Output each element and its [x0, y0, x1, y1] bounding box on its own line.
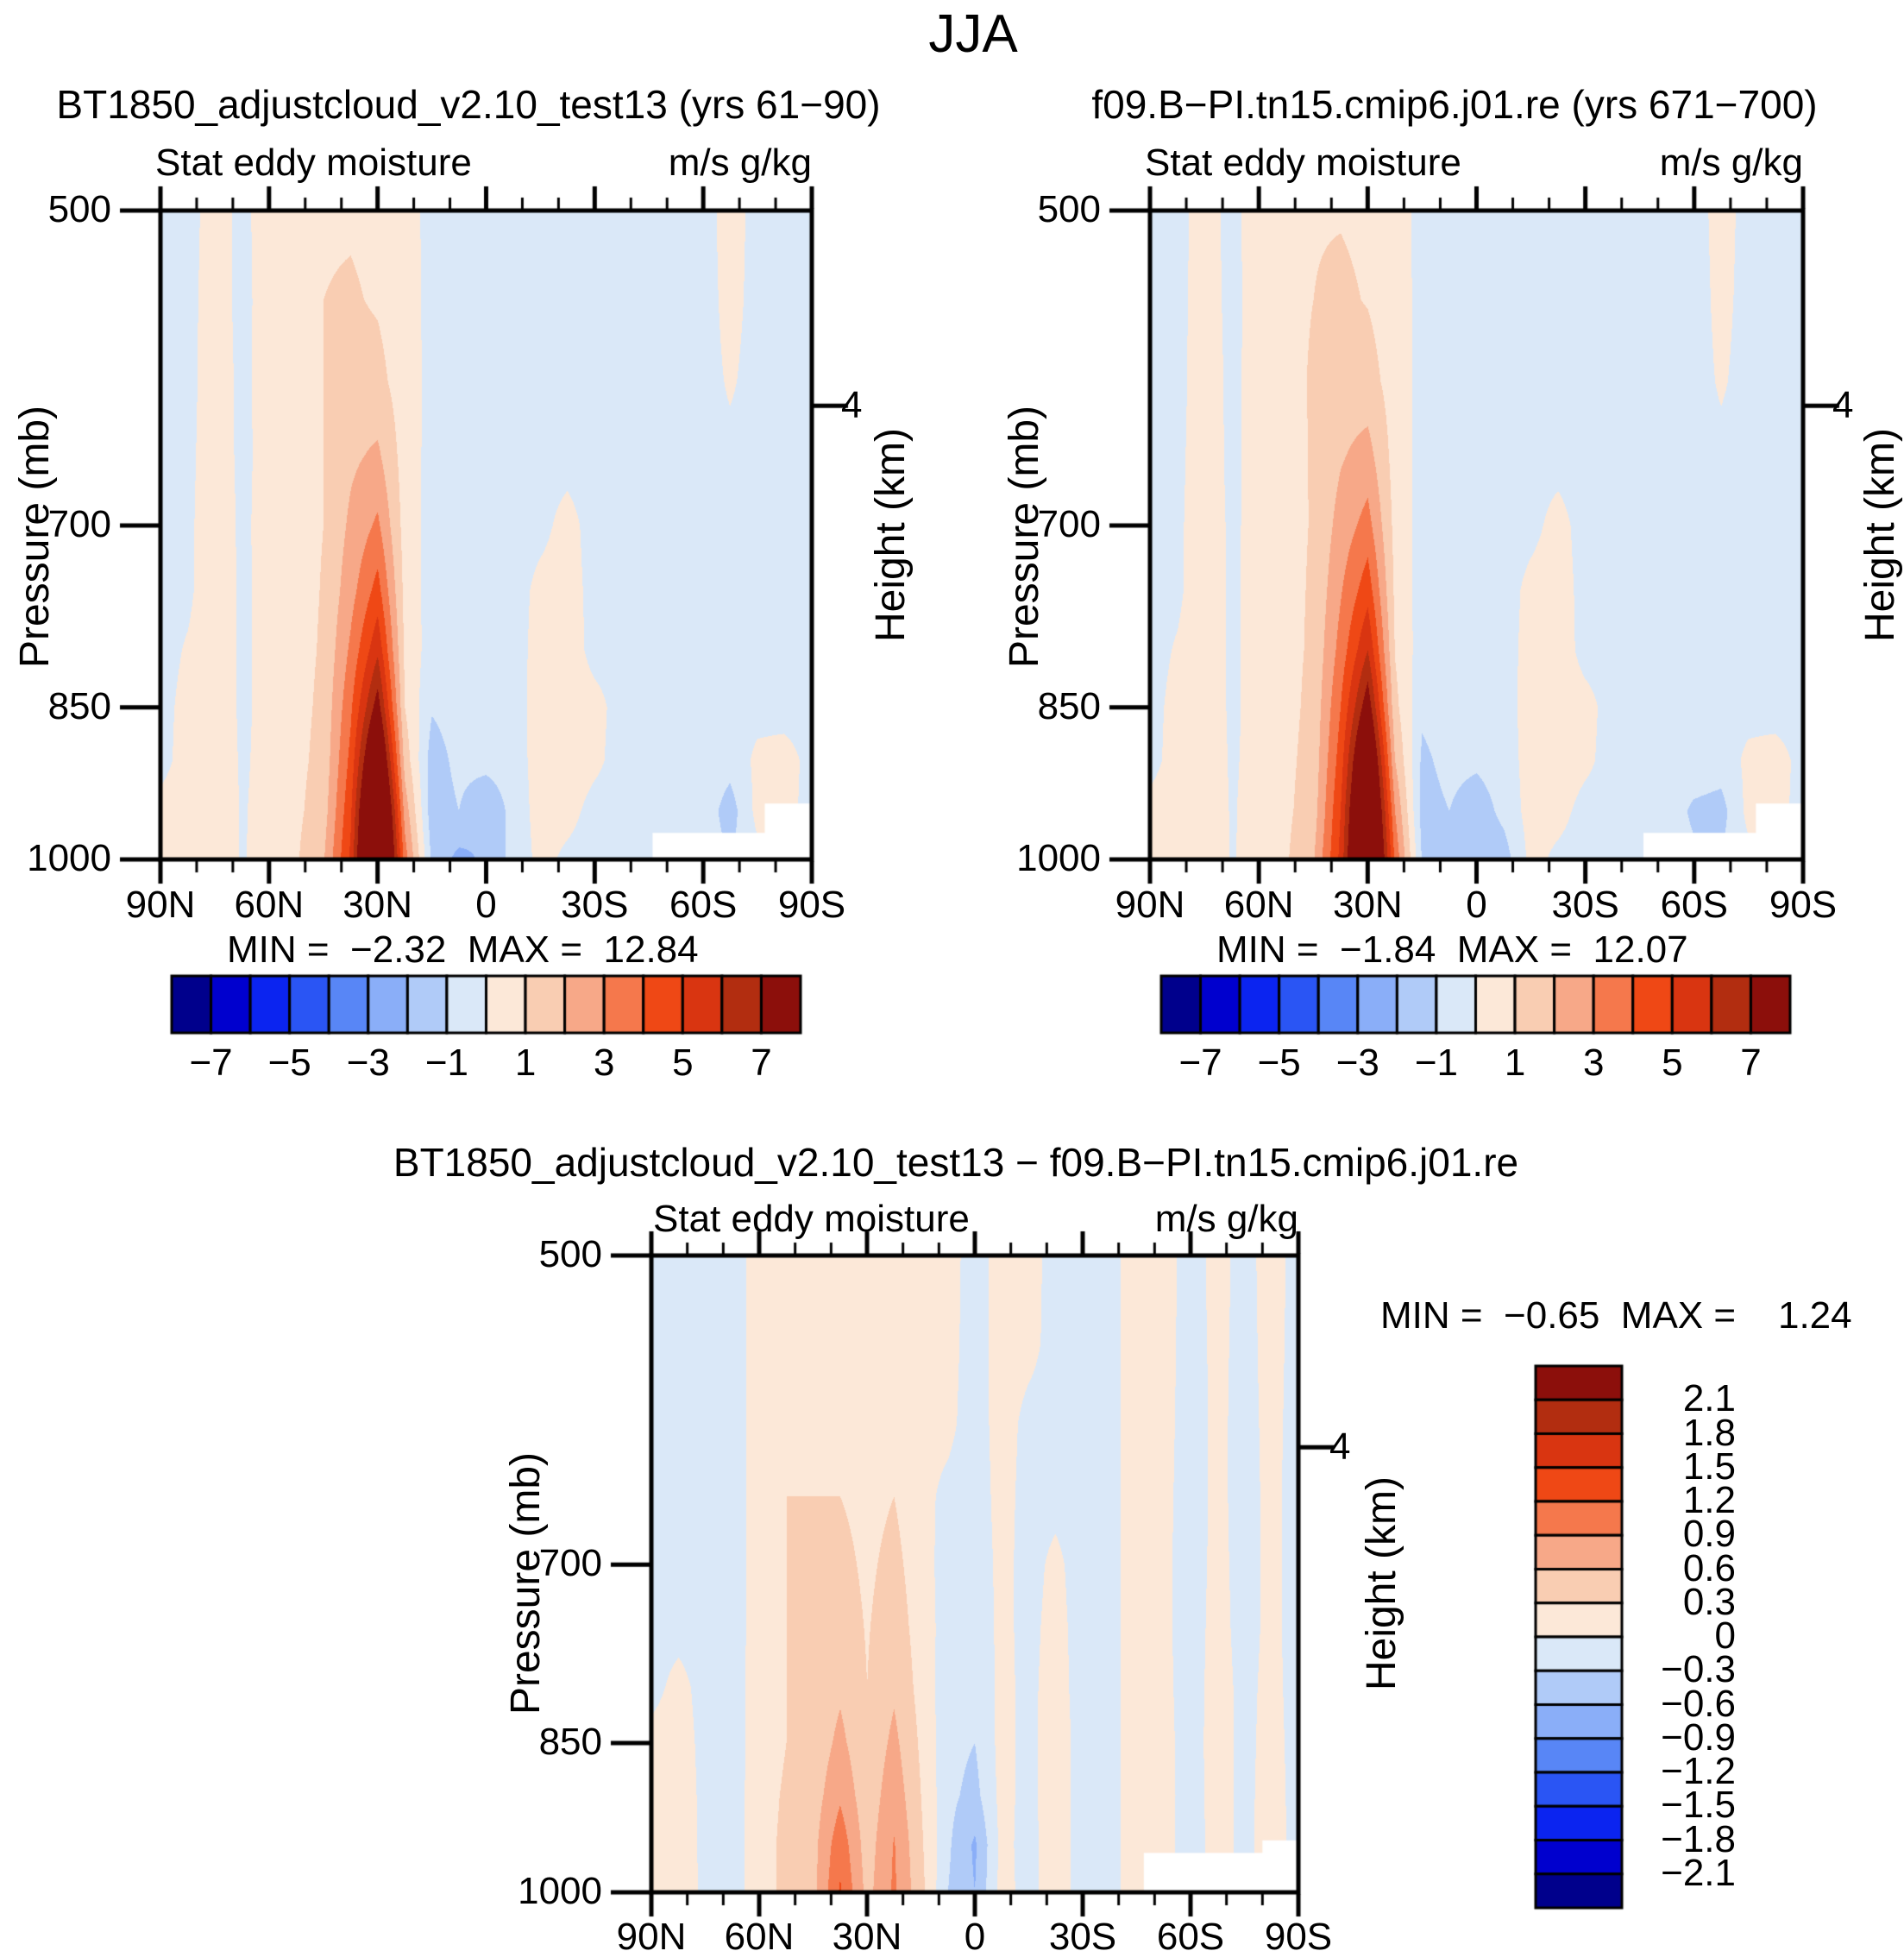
colorbar-tick-label: 0.3	[1682, 1580, 1736, 1623]
panel-left-minmax: MIN = −2.32 MAX = 12.84	[227, 928, 699, 971]
colorbar-tick-label: 5	[672, 1042, 694, 1084]
x-tick-label: 30S	[1048, 1916, 1117, 1951]
colorbar-right	[1158, 972, 1794, 1036]
panel-left-ylabel-right: Height (km)	[868, 427, 914, 643]
panel-diff-ylabel-right: Height (km)	[1359, 1476, 1404, 1691]
colorbar-tick-label: 1.2	[1682, 1479, 1736, 1521]
colorbar-tick-label: −1.2	[1661, 1750, 1736, 1792]
colorbar-tick-label: 1	[1504, 1042, 1526, 1084]
x-tick-label: 60N	[724, 1916, 795, 1951]
colorbar-tick-label: 7	[751, 1042, 772, 1084]
panel-right-title: f09.B−PI.tn15.cmip6.j01.re (yrs 671−700)	[1091, 82, 1818, 127]
colorbar-tick-label: 1.8	[1682, 1411, 1736, 1454]
x-tick-label: 90S	[1769, 884, 1838, 926]
y-tick-label: 700	[1037, 503, 1101, 546]
panel-diff-minmax: MIN = −0.65 MAX = 1.24	[1380, 1294, 1852, 1337]
colorbar-tick-label: −1	[424, 1042, 469, 1084]
colorbar-tick-label: 1	[514, 1042, 537, 1084]
contour-plot-diff	[591, 1195, 1359, 1951]
colorbar-left	[168, 972, 804, 1036]
x-tick-label: 0	[964, 1916, 986, 1951]
colorbar-tick-label: −1.8	[1661, 1817, 1736, 1860]
panel-left-title: BT1850_adjustcloud_v2.10_test13 (yrs 61−…	[56, 82, 881, 127]
panel-right-minmax: MIN = −1.84 MAX = 12.07	[1216, 928, 1688, 971]
panel-right-ylabel-right: Height (km)	[1857, 427, 1903, 643]
y-tick-label: 1000	[1016, 837, 1101, 879]
y-tick-label: 850	[1037, 684, 1101, 727]
contour-plot-left	[100, 150, 872, 920]
x-tick-label: 90N	[1115, 884, 1185, 926]
x-tick-label: 30N	[342, 884, 413, 926]
colorbar-tick-label: −3	[346, 1042, 390, 1084]
colorbar-tick-label: −2.1	[1661, 1851, 1736, 1894]
y-tick-label: 700	[47, 503, 111, 546]
x-tick-label: 90N	[616, 1916, 687, 1951]
x-tick-label: 90N	[125, 884, 196, 926]
colorbar-tick-label: 0.6	[1682, 1546, 1736, 1589]
x-tick-label: 30N	[832, 1916, 902, 1951]
colorbar-tick-label: 5	[1662, 1042, 1683, 1084]
y-tick-label: 500	[1037, 188, 1101, 230]
y-tick-label: 1000	[27, 837, 111, 879]
panel-diff-title: BT1850_adjustcloud_v2.10_test13 − f09.B−…	[393, 1140, 1519, 1185]
colorbar-tick-label: 2.1	[1682, 1377, 1736, 1420]
colorbar-tick-label: 7	[1740, 1042, 1762, 1084]
y-tick-label: 500	[47, 188, 111, 230]
x-tick-label: 60S	[1660, 884, 1728, 926]
colorbar-tick-label: −5	[267, 1042, 311, 1084]
colorbar-tick-label: −3	[1335, 1042, 1379, 1084]
figure-title: JJA	[928, 4, 1018, 64]
x-tick-label: 30S	[561, 884, 629, 926]
x-tick-label: 60S	[669, 884, 738, 926]
x-tick-label: 30S	[1551, 884, 1619, 926]
colorbar-tick-label: −1.5	[1661, 1784, 1736, 1827]
x-tick-label: 60N	[1223, 884, 1294, 926]
colorbar-tick-label: −7	[189, 1042, 233, 1084]
colorbar-tick-label: −1	[1414, 1042, 1459, 1084]
contour-plot-right	[1090, 150, 1863, 920]
colorbar-tick-label: 1.5	[1682, 1444, 1736, 1488]
colorbar-tick-label: −7	[1178, 1042, 1222, 1084]
y-tick-label: 500	[538, 1233, 602, 1275]
colorbar-tick-label: −0.6	[1661, 1682, 1736, 1725]
x-tick-label: 60S	[1156, 1916, 1225, 1951]
x-tick-label: 90S	[1264, 1916, 1333, 1951]
colorbar-tick-label: −5	[1257, 1042, 1301, 1084]
y-tick-label: 850	[538, 1720, 602, 1763]
x-tick-label: 60N	[234, 884, 305, 926]
y-tick-label: 1000	[518, 1870, 602, 1912]
x-tick-label: 0	[475, 884, 497, 926]
colorbar-diff	[1532, 1363, 1625, 1911]
colorbar-tick-label: 3	[1582, 1042, 1605, 1084]
colorbar-tick-label: −0.3	[1661, 1648, 1736, 1691]
x-tick-label: 90S	[777, 884, 846, 926]
colorbar-tick-label: 0	[1714, 1614, 1736, 1657]
x-tick-label: 0	[1466, 884, 1487, 926]
colorbar-tick-label: 3	[593, 1042, 615, 1084]
y-tick-label: 850	[47, 684, 111, 727]
y-tick-label: 700	[538, 1542, 602, 1585]
colorbar-tick-label: 0.9	[1682, 1513, 1736, 1556]
colorbar-tick-label: −0.9	[1661, 1715, 1736, 1759]
x-tick-label: 30N	[1332, 884, 1403, 926]
